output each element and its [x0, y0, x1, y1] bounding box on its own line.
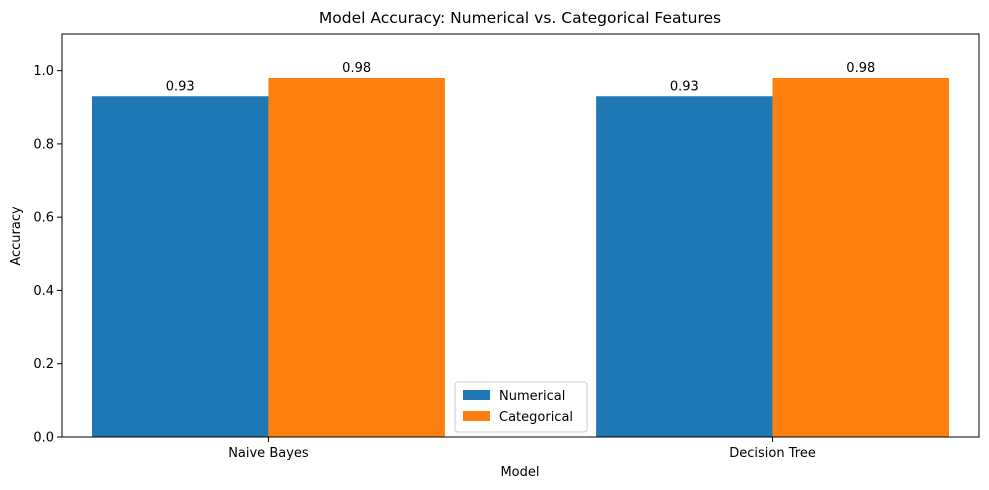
- bar-numerical-naive-bayes: [92, 96, 269, 437]
- y-axis-title: Accuracy: [9, 206, 24, 266]
- x-tick-label: Naive Bayes: [228, 446, 309, 461]
- y-tick-label: 0.0: [33, 431, 54, 446]
- chart-title: Model Accuracy: Numerical vs. Categorica…: [319, 9, 721, 27]
- data-label: 0.93: [670, 79, 699, 94]
- legend-swatch-categorical: [463, 411, 490, 421]
- y-axis: 0.0 0.2 0.4 0.6 0.8 1.0: [33, 64, 62, 446]
- legend: Numerical Categorical: [454, 381, 588, 433]
- legend-label-numerical: Numerical: [499, 389, 565, 404]
- bars: [92, 77, 949, 438]
- legend-swatch-numerical: [463, 390, 490, 400]
- y-tick-label: 0.8: [33, 137, 54, 152]
- data-label: 0.93: [166, 79, 195, 94]
- data-label: 0.98: [342, 61, 371, 76]
- x-axis: Naive Bayes Decision Tree: [228, 437, 816, 461]
- data-label: 0.98: [846, 61, 875, 76]
- plot-frame: [61, 33, 980, 438]
- bar-categorical-decision-tree: [772, 77, 949, 438]
- x-tick-label: Decision Tree: [729, 446, 816, 461]
- y-tick-label: 0.6: [33, 211, 54, 226]
- y-tick-label: 1.0: [33, 64, 54, 79]
- y-tick-label: 0.2: [33, 357, 54, 372]
- data-labels: 0.93 0.93 0.98 0.98: [166, 61, 876, 94]
- x-axis-title: Model: [500, 465, 539, 480]
- bar-numerical-decision-tree: [596, 96, 773, 437]
- y-tick-label: 0.4: [33, 284, 54, 299]
- bar-categorical-naive-bayes: [268, 77, 445, 438]
- legend-label-categorical: Categorical: [499, 410, 573, 425]
